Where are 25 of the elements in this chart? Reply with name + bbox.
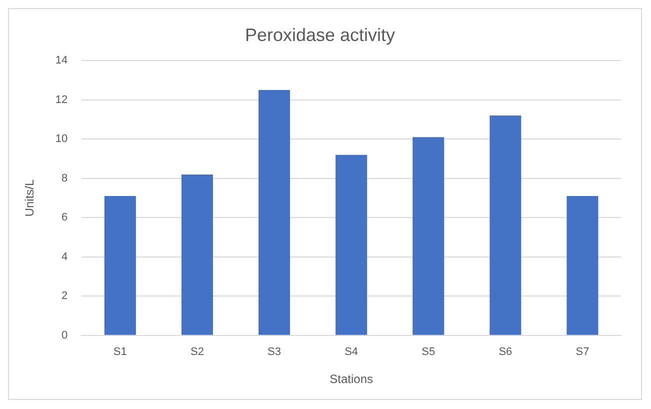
bar (336, 154, 368, 335)
y-tick-label: 2 (62, 290, 68, 302)
y-tick-label: 4 (62, 250, 68, 263)
x-tick-label: S1 (113, 346, 127, 358)
y-tick-label: 14 (55, 54, 68, 67)
x-tick-label: S6 (498, 346, 512, 358)
bar (566, 196, 598, 335)
bar (490, 116, 522, 335)
x-tick-label: S7 (576, 346, 590, 358)
y-tick-label: 0 (62, 329, 68, 342)
x-tick-label: S3 (268, 346, 281, 358)
bar (258, 90, 290, 335)
x-tick-label: S2 (190, 346, 204, 358)
x-axis-title: Stations (330, 372, 373, 386)
y-tick-label: 10 (55, 133, 68, 146)
y-tick-label: 6 (62, 212, 68, 224)
y-tick-label: 8 (62, 172, 68, 184)
x-tick-label: S4 (344, 346, 358, 358)
bar (181, 174, 213, 335)
y-tick-label: 12 (55, 94, 68, 106)
bar (104, 196, 136, 335)
chart-title: Peroxidase activity (244, 24, 396, 45)
bar (412, 137, 444, 335)
y-axis-title: Units/L (22, 179, 37, 217)
x-tick-label: S5 (422, 346, 436, 358)
